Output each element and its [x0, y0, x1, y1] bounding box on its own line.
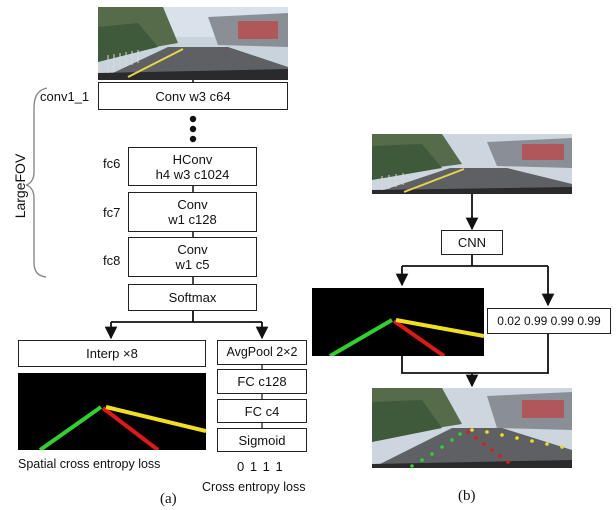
fc-c4-text: FC c4 [244, 403, 280, 419]
fc6-line2: h4 w3 c1024 [155, 166, 230, 182]
avgpool-text: AvgPool 2×2 [226, 345, 298, 359]
layer-label-fc6: fc6 [103, 156, 121, 171]
ce-loss-label: Cross entropy loss [202, 480, 306, 494]
segmentation-map-b [312, 288, 484, 356]
fc-c4-box: FC c4 [217, 399, 307, 423]
layer-label-conv1-1: conv1_1 [40, 89, 90, 104]
probabilities-text: 0.02 0.99 0.99 0.99 [497, 313, 601, 328]
sigmoid-text: Sigmoid [238, 432, 286, 448]
output-road-photo-b [372, 388, 572, 468]
cnn-box: CNN [441, 230, 503, 255]
fc8-line1: Conv [177, 242, 208, 257]
input-road-photo-a [98, 7, 288, 80]
softmax-text: Softmax [168, 290, 217, 305]
ellipsis-dots [189, 115, 197, 143]
avgpool-box: AvgPool 2×2 [217, 340, 307, 365]
caption-b: (b) [458, 488, 476, 504]
existence-output-label: 0 1 1 1 [237, 459, 284, 474]
largefov-bracket [25, 87, 48, 278]
fc-c128-box: FC c128 [217, 369, 307, 394]
cnn-split-line [402, 254, 548, 267]
layer-label-fc7: fc7 [103, 205, 121, 220]
fc6-line1: HConv [172, 151, 213, 167]
fc8-line2: w1 c5 [175, 257, 210, 272]
softmax-box: Softmax [128, 284, 257, 311]
fc6-box: HConv h4 w3 c1024 [128, 147, 257, 186]
sigmoid-box: Sigmoid [217, 428, 307, 452]
interp-box: Interp ×8 [18, 340, 206, 367]
input-road-photo-b [372, 134, 572, 194]
conv1-1-box: Conv w3 c64 [98, 82, 288, 110]
fc7-box: Conv w1 c128 [128, 192, 257, 232]
segmentation-map-a [18, 373, 206, 450]
probabilities-box: 0.02 0.99 0.99 0.99 [487, 308, 611, 334]
cnn-text: CNN [457, 235, 487, 250]
largefov-label: LargeFOV [12, 153, 28, 219]
caption-a: (a) [160, 491, 177, 507]
fc-c128-text: FC c128 [237, 374, 287, 389]
fc7-line2: w1 c128 [168, 212, 217, 227]
merge-line [401, 334, 549, 374]
conv1-1-text: Conv w3 c64 [155, 88, 231, 104]
fc7-line1: Conv [177, 197, 208, 212]
softmax-split-line [111, 310, 262, 323]
fc8-box: Conv w1 c5 [128, 237, 257, 277]
spatial-loss-label: Spatial cross entropy loss [18, 457, 161, 471]
layer-label-fc8: fc8 [103, 253, 121, 268]
interp-text: Interp ×8 [86, 346, 138, 361]
